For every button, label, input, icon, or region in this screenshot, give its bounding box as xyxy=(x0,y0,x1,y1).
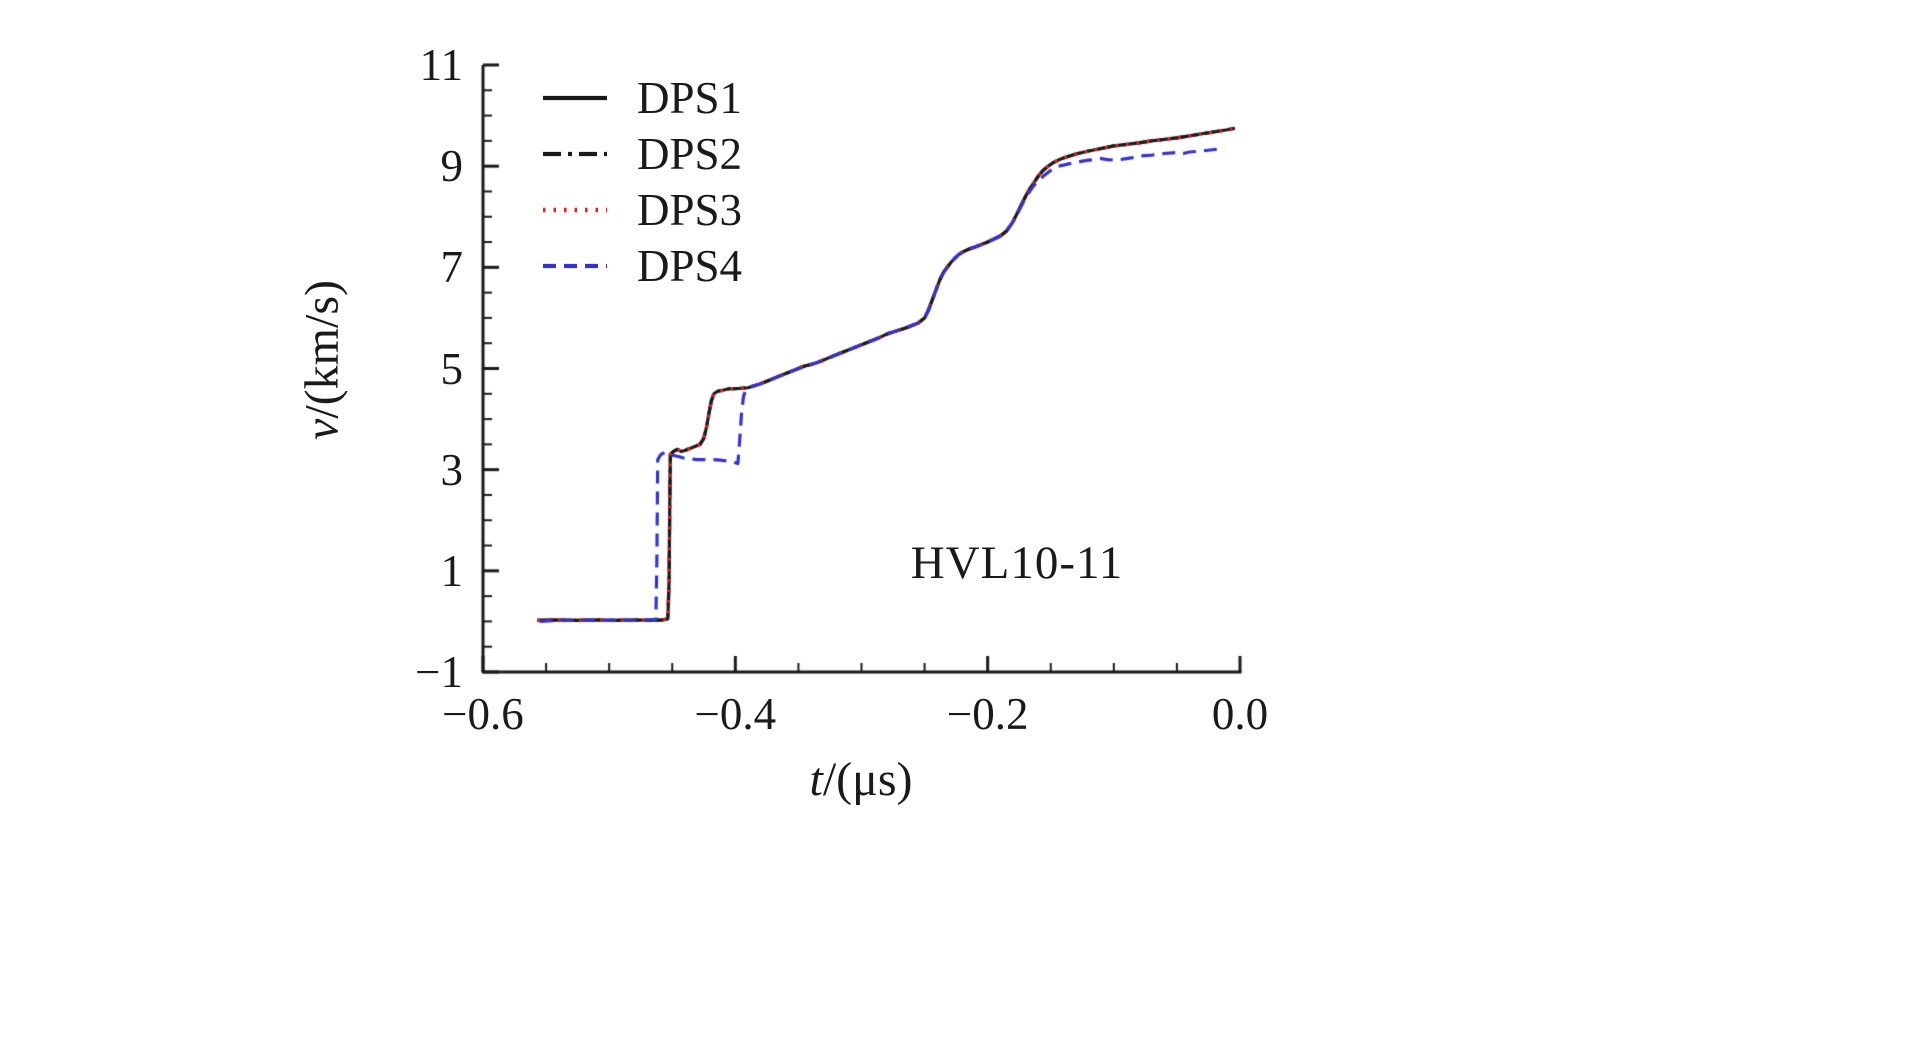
legend-item-dps3: DPS3 xyxy=(543,182,742,238)
legend-label: DPS2 xyxy=(637,129,743,179)
y-tick-label: −1 xyxy=(415,647,463,697)
y-tick-label: 11 xyxy=(419,40,463,90)
y-tick-label: 5 xyxy=(440,343,464,394)
legend: DPS1 DPS2 DPS3 DPS4 xyxy=(543,70,742,294)
legend-item-dps1: DPS1 xyxy=(543,70,742,126)
x-tick-label: −0.6 xyxy=(442,689,524,739)
y-tick-label: 9 xyxy=(440,141,464,192)
legend-line-sample-dps1 xyxy=(543,95,607,101)
y-tick-label: 7 xyxy=(440,242,464,293)
legend-label: DPS3 xyxy=(637,185,743,235)
legend-item-dps4: DPS4 xyxy=(543,238,742,294)
legend-label: DPS4 xyxy=(637,241,743,291)
x-tick-label: −0.4 xyxy=(694,689,777,739)
y-tick-label: 3 xyxy=(440,444,464,495)
x-axis-variable: t xyxy=(809,753,823,806)
x-axis-label: t/(μs) xyxy=(809,752,912,807)
y-tick-label: 1 xyxy=(440,545,464,596)
legend-line-sample-dps2 xyxy=(543,151,607,157)
y-axis-label: v/(km/s) xyxy=(295,280,350,440)
x-tick-label: 0.0 xyxy=(1211,689,1269,739)
y-axis-variable: v xyxy=(295,418,349,440)
legend-item-dps2: DPS2 xyxy=(543,126,742,182)
y-axis-units: /(km/s) xyxy=(295,280,349,419)
legend-label: DPS1 xyxy=(637,73,743,123)
annotation-label: HVL10-11 xyxy=(910,537,1124,589)
legend-line-sample-dps4 xyxy=(543,263,607,269)
x-tick-label: −0.2 xyxy=(946,689,1029,739)
x-axis-units: /(μs) xyxy=(822,753,913,806)
legend-line-sample-dps3 xyxy=(543,207,607,213)
